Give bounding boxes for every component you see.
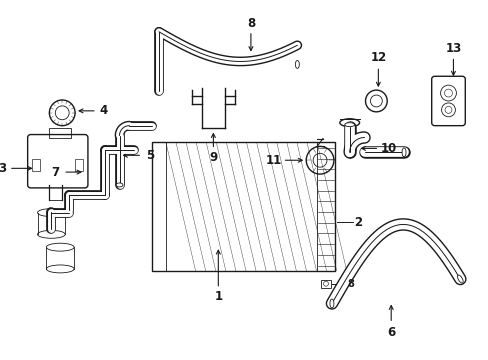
Text: 7: 7 [51,166,59,179]
Bar [152,143,165,271]
Bar [75,159,83,171]
Bar [32,159,40,171]
Ellipse shape [344,123,354,127]
Ellipse shape [329,299,333,308]
Text: 5: 5 [146,149,154,162]
Text: 4: 4 [100,104,108,117]
Bar [316,143,334,271]
Text: 2: 2 [354,216,362,229]
Ellipse shape [401,148,405,157]
Bar [321,280,330,288]
Text: 10: 10 [380,142,397,155]
Ellipse shape [457,275,462,283]
Ellipse shape [116,183,123,187]
Ellipse shape [295,60,299,68]
Text: 6: 6 [386,326,394,339]
Text: 9: 9 [209,151,217,164]
Text: 13: 13 [445,42,461,55]
Bar [49,128,71,138]
Text: 8: 8 [346,279,353,289]
Bar [152,143,334,271]
Text: 3: 3 [0,162,6,175]
Circle shape [323,281,328,286]
Text: 12: 12 [369,51,386,64]
Text: 11: 11 [265,154,281,167]
Text: 8: 8 [246,17,255,31]
Text: 1: 1 [214,290,222,303]
